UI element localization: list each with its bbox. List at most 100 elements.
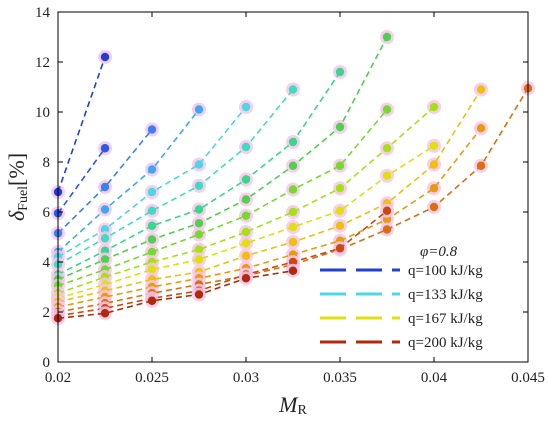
y-tick-label: 12 bbox=[35, 55, 50, 71]
data-point bbox=[335, 206, 345, 215]
data-point bbox=[194, 160, 204, 169]
data-point bbox=[288, 237, 298, 247]
series-12 bbox=[51, 121, 488, 314]
data-point bbox=[429, 141, 439, 150]
data-point bbox=[241, 239, 251, 248]
y-tick-label: 8 bbox=[43, 155, 51, 171]
data-point bbox=[194, 290, 204, 299]
data-point bbox=[288, 207, 298, 217]
axes-layer: 0.02 0.025 0.03 0.035 0.04 0.045 0 2 4 6 8 10 12 14 MR… bbox=[4, 5, 545, 418]
x-tick-label: 0.035 bbox=[323, 370, 357, 386]
data-point bbox=[288, 161, 298, 170]
data-point bbox=[476, 161, 486, 170]
data-point bbox=[147, 247, 157, 257]
series-line bbox=[57, 109, 200, 253]
data-point bbox=[288, 137, 298, 147]
data-point bbox=[194, 255, 204, 264]
data-point bbox=[100, 255, 110, 264]
series-15 bbox=[51, 263, 300, 326]
data-point bbox=[288, 85, 298, 94]
data-point bbox=[335, 184, 345, 193]
y-tick-label: 6 bbox=[43, 205, 51, 221]
series-line bbox=[57, 210, 388, 317]
legend-item-2: q=167 kJ/kg bbox=[320, 311, 483, 327]
data-point bbox=[147, 221, 157, 230]
data-point bbox=[335, 122, 345, 132]
series-line bbox=[57, 108, 388, 287]
y-tick-label: 2 bbox=[43, 305, 51, 321]
data-point bbox=[476, 124, 486, 133]
data-point bbox=[100, 205, 110, 214]
data-point bbox=[429, 160, 439, 169]
data-point bbox=[100, 309, 110, 318]
x-tick-label: 0.02 bbox=[45, 370, 71, 386]
data-point bbox=[382, 105, 392, 114]
x-tick-label: 0.025 bbox=[135, 370, 169, 386]
data-point bbox=[241, 274, 251, 283]
legend-label: q=200 kJ/kg bbox=[408, 335, 483, 351]
data-point bbox=[241, 175, 251, 184]
data-point bbox=[194, 219, 204, 228]
data-point bbox=[382, 144, 392, 153]
legend-title: φ=0.8 bbox=[420, 244, 458, 260]
legend-label: q=133 kJ/kg bbox=[408, 287, 483, 303]
series-line bbox=[57, 106, 435, 295]
legend: φ=0.8 q=100 kJ/kg q=133 kJ/kg q=167 kJ/kg q=… bbox=[320, 244, 483, 351]
series-line bbox=[57, 56, 106, 193]
series-line bbox=[57, 36, 388, 281]
plot-frame bbox=[57, 11, 529, 363]
data-point bbox=[147, 206, 157, 215]
data-point bbox=[194, 245, 204, 254]
data-point bbox=[147, 265, 157, 274]
y-tick-label: 14 bbox=[35, 5, 51, 21]
y-tick-label: 4 bbox=[43, 255, 51, 271]
series-10 bbox=[51, 138, 441, 306]
data-point bbox=[288, 185, 298, 194]
data-point bbox=[382, 32, 392, 42]
data-point bbox=[100, 144, 110, 153]
data-point bbox=[429, 184, 439, 193]
legend-label: q=100 kJ/kg bbox=[408, 263, 483, 279]
x-tick-label: 0.04 bbox=[421, 370, 448, 386]
series-5 bbox=[51, 82, 300, 272]
data-point bbox=[147, 235, 157, 244]
data-point bbox=[288, 266, 298, 275]
data-point bbox=[335, 244, 345, 253]
data-point bbox=[194, 205, 204, 214]
data-point bbox=[382, 206, 392, 215]
series-line bbox=[57, 147, 106, 214]
data-point bbox=[335, 67, 345, 77]
legend-item-3: q=200 kJ/kg bbox=[320, 335, 483, 351]
data-point bbox=[147, 165, 157, 174]
data-point bbox=[241, 211, 251, 220]
series-line bbox=[57, 145, 435, 300]
data-point bbox=[335, 221, 345, 230]
data-point bbox=[429, 202, 439, 212]
data-point bbox=[100, 182, 110, 192]
series-line bbox=[57, 270, 294, 320]
data-point bbox=[382, 171, 392, 180]
x-axis-title: MR bbox=[278, 392, 307, 418]
legend-item-0: q=100 kJ/kg bbox=[320, 263, 483, 279]
data-point bbox=[147, 296, 157, 305]
legend-item-1: q=133 kJ/kg bbox=[320, 287, 483, 303]
data-point bbox=[100, 52, 110, 62]
data-point bbox=[147, 187, 157, 197]
data-point bbox=[194, 105, 204, 114]
data-point bbox=[241, 102, 251, 112]
data-point bbox=[241, 142, 251, 152]
series-line bbox=[57, 127, 482, 308]
y-tick-label: 10 bbox=[35, 105, 50, 121]
series-13 bbox=[51, 81, 535, 319]
series-7 bbox=[51, 30, 394, 287]
series-line bbox=[57, 87, 529, 313]
x-tick-label: 0.03 bbox=[233, 370, 259, 386]
data-point bbox=[194, 181, 204, 190]
data-point bbox=[241, 227, 251, 237]
series-line bbox=[57, 88, 294, 266]
series-3 bbox=[51, 102, 206, 259]
data-point bbox=[241, 251, 251, 260]
data-point bbox=[147, 125, 157, 134]
data-point bbox=[382, 225, 392, 234]
